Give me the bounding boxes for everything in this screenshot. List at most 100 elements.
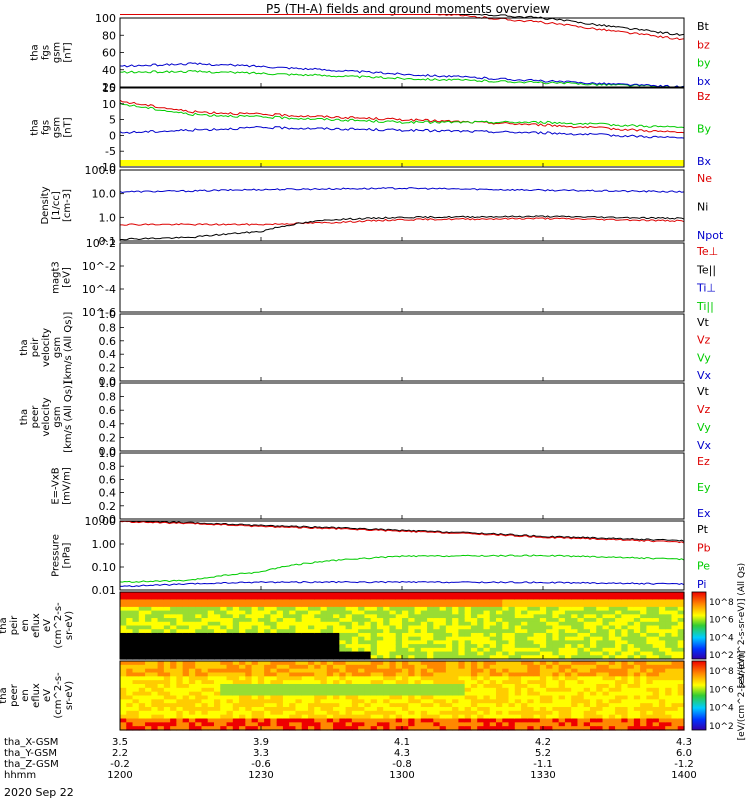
spectrogram-cell [251,655,259,660]
spectrogram-cell [433,714,441,720]
spectrogram-cell [677,684,685,689]
spectrogram-cell [132,687,140,693]
spectrogram-cell [615,668,622,674]
spectrogram-cell [345,636,353,641]
spectrogram-cell [452,647,459,653]
spectrogram-cell [621,676,629,681]
spectrogram-cell [602,695,610,700]
spectrogram-cell [370,664,378,670]
spectrogram-cell [295,603,303,608]
spectrogram-cell [126,595,134,601]
spectrogram-cell [677,651,685,656]
spectrogram-cell [333,684,340,689]
spectrogram-cell [602,691,610,697]
spectrogram-cell [577,644,585,649]
spectrogram-cell [376,603,384,608]
spectrogram-cell [188,695,196,700]
spectrogram-cell [420,684,428,689]
spectrogram-cell [583,614,591,619]
spectrogram-cell [351,710,359,716]
spectrogram-cell [427,687,434,693]
spectrogram-cell [157,655,165,660]
spectrogram-cell [232,636,240,641]
spectrogram-cell [665,661,673,666]
spectrogram-cell [383,710,391,716]
spectrogram-cell [402,703,409,708]
spectrogram-cell [176,603,184,608]
spectrogram-cell [214,710,221,716]
spectrogram-cell [420,636,428,641]
y-tick-label: 1.0 [99,447,117,460]
spectrogram-cell [157,618,165,623]
spectrogram-cell [264,629,271,634]
spectrogram-cell [163,636,171,641]
spectrogram-cell [665,592,673,597]
spectrogram-cell [577,676,585,681]
spectrogram-cell [445,625,453,630]
spectrogram-cell [571,595,579,601]
spectrogram-cell [145,680,152,685]
spectrogram-cell [640,703,647,708]
spectrogram-cell [138,710,146,716]
spectrogram-cell [188,621,196,627]
spectrogram-cell [470,614,478,619]
spectrogram-cell [420,610,428,615]
spectrogram-cell [383,614,391,619]
spectrogram-cell [477,599,485,604]
spectrogram-cell [627,718,635,723]
spectrogram-cell [376,718,384,723]
spectrogram-cell [640,661,647,666]
spectrogram-cell [665,655,673,660]
spectrogram-cell [320,599,328,604]
spectrogram-cell [370,684,378,689]
spectrogram-cell [358,621,365,627]
spectrogram-cell [546,703,553,708]
spectrogram-cell [295,621,303,627]
spectrogram-cell [295,614,303,619]
spectrogram-cell [163,592,171,597]
spectrogram-cell [308,606,315,612]
spectrogram-cell [514,722,522,727]
spectrogram-cell [608,726,616,731]
spectrogram-cell [477,710,485,716]
spectrogram-cell [383,722,391,727]
spectrogram-cell [195,703,203,708]
spectrogram-cell [596,699,604,704]
spectrogram-cell [470,632,478,638]
spectrogram-cell [339,687,347,693]
spectrogram-cell [351,644,359,649]
spectrogram-cell [270,614,278,619]
spectrogram-cell [470,672,478,677]
spectrogram-cell [489,603,497,608]
spectrogram-cell [677,726,685,731]
spectrogram-cell [615,699,622,704]
spectrogram-cell [665,687,673,693]
spectrogram-cell [264,603,271,608]
spectrogram-cell [608,707,616,712]
spectrogram-cell [564,707,572,712]
spectrogram-cell [621,595,629,601]
spectrogram-cell [276,664,284,670]
spectrogram-cell [239,726,246,731]
spectrogram-cell [527,695,535,700]
spectrogram-cell [214,655,221,660]
spectrogram-cell [508,621,516,627]
spectrogram-cell [496,722,503,727]
spectrogram-cell [483,684,491,689]
spectrogram-cell [201,699,209,704]
spectrogram-cell [333,687,340,693]
spectrogram-cell [539,676,547,681]
spectrogram-cell [157,610,165,615]
spectrogram-cell [138,632,146,638]
spectrogram-cell [289,632,297,638]
spectrogram-cell [220,726,228,731]
spectrogram-cell [207,595,215,601]
spectrogram-cell [207,699,215,704]
spectrogram-cell [126,661,134,666]
y-tick-label: 0.8 [99,321,117,334]
legend-entry: Pt [697,523,709,536]
spectrogram-cell [289,603,297,608]
spectrogram-cell [333,691,340,697]
spectrogram-cell [214,603,221,608]
spectrogram-cell [389,632,397,638]
